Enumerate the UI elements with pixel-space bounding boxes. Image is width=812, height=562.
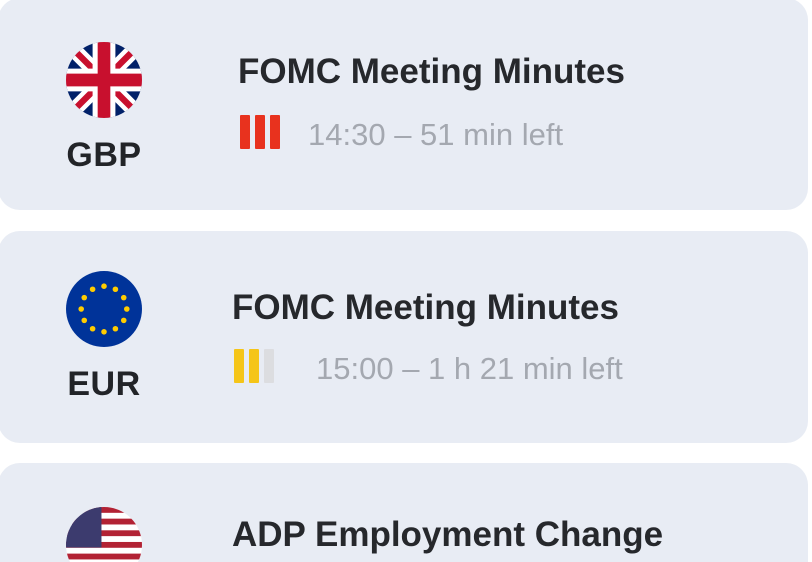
us-flag-icon <box>66 507 142 562</box>
event-time: 14:30 – 51 min left <box>308 117 564 152</box>
event-card-eur[interactable]: EUR FOMC Meeting Minutes 15:00 – 1 h 21 … <box>0 231 808 443</box>
eu-flag-icon <box>66 271 142 347</box>
event-title: FOMC Meeting Minutes <box>238 52 625 91</box>
event-card-gbp[interactable]: GBP FOMC Meeting Minutes 14:30 – 51 min … <box>0 0 808 210</box>
impact-bar-filled <box>240 115 250 149</box>
uk-flag-icon <box>66 42 142 118</box>
currency-code: GBP <box>66 136 142 174</box>
impact-bar-empty <box>264 349 274 383</box>
impact-bar-filled <box>249 349 259 383</box>
event-card-usd[interactable]: ADP Employment Change <box>0 463 808 562</box>
impact-bar-filled <box>234 349 244 383</box>
event-title: FOMC Meeting Minutes <box>232 288 619 327</box>
impact-indicator <box>234 349 274 383</box>
currency-code: EUR <box>67 365 141 403</box>
event-time: 15:00 – 1 h 21 min left <box>316 351 623 386</box>
event-title: ADP Employment Change <box>232 515 664 554</box>
impact-indicator <box>240 115 280 149</box>
impact-bar-filled <box>255 115 265 149</box>
impact-bar-filled <box>270 115 280 149</box>
